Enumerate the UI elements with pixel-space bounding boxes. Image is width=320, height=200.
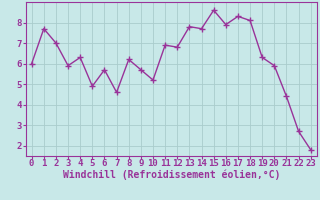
X-axis label: Windchill (Refroidissement éolien,°C): Windchill (Refroidissement éolien,°C) <box>62 170 280 180</box>
